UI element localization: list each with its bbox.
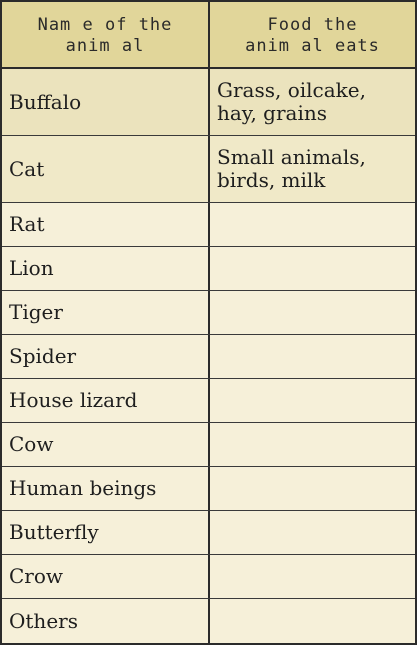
animal-name-cell: Lion: [2, 247, 210, 290]
animal-name-cell: Others: [2, 599, 210, 643]
food-cell: [210, 423, 415, 466]
table-row: Spider: [2, 335, 415, 379]
food-cell: Small animals, birds, milk: [217, 145, 366, 192]
table-row: Others: [2, 599, 415, 643]
animal-name-cell: Cat: [2, 136, 210, 202]
animal-name-cell: Tiger: [2, 291, 210, 334]
animal-name-cell: Butterfly: [2, 511, 210, 554]
food-cell: [210, 599, 415, 643]
animal-name-cell: Spider: [2, 335, 210, 378]
table-row: Crow: [2, 555, 415, 599]
food-cell: [210, 291, 415, 334]
food-cell: [210, 511, 415, 554]
table-row: Butterfly: [2, 511, 415, 555]
animal-name-cell: Cow: [2, 423, 210, 466]
animal-name-cell: Crow: [2, 555, 210, 598]
animal-name-cell: Rat: [2, 203, 210, 246]
animal-name-cell: Buffalo: [2, 69, 210, 135]
header-food-eaten: Food the anim al eats: [245, 15, 380, 56]
animal-name-cell: Human beings: [2, 467, 210, 510]
food-cell: [210, 203, 415, 246]
food-cell: [210, 555, 415, 598]
food-cell: [210, 467, 415, 510]
table-row: Lion: [2, 247, 415, 291]
table-row: Cat Small animals, birds, milk: [2, 136, 415, 203]
table-row: Buffalo Grass, oilcake, hay, grains: [2, 69, 415, 136]
table-row: Rat: [2, 203, 415, 247]
food-cell: [210, 335, 415, 378]
food-cell: Grass, oilcake, hay, grains: [217, 78, 366, 125]
table-row: Cow: [2, 423, 415, 467]
animal-name-cell: House lizard: [2, 379, 210, 422]
food-cell: [210, 247, 415, 290]
table-row: Tiger: [2, 291, 415, 335]
table-header-row: Nam e of the anim al Food the anim al ea…: [2, 2, 415, 69]
food-cell: [210, 379, 415, 422]
header-animal-name: Nam e of the anim al: [2, 2, 210, 67]
table-row: House lizard: [2, 379, 415, 423]
table-row: Human beings: [2, 467, 415, 511]
